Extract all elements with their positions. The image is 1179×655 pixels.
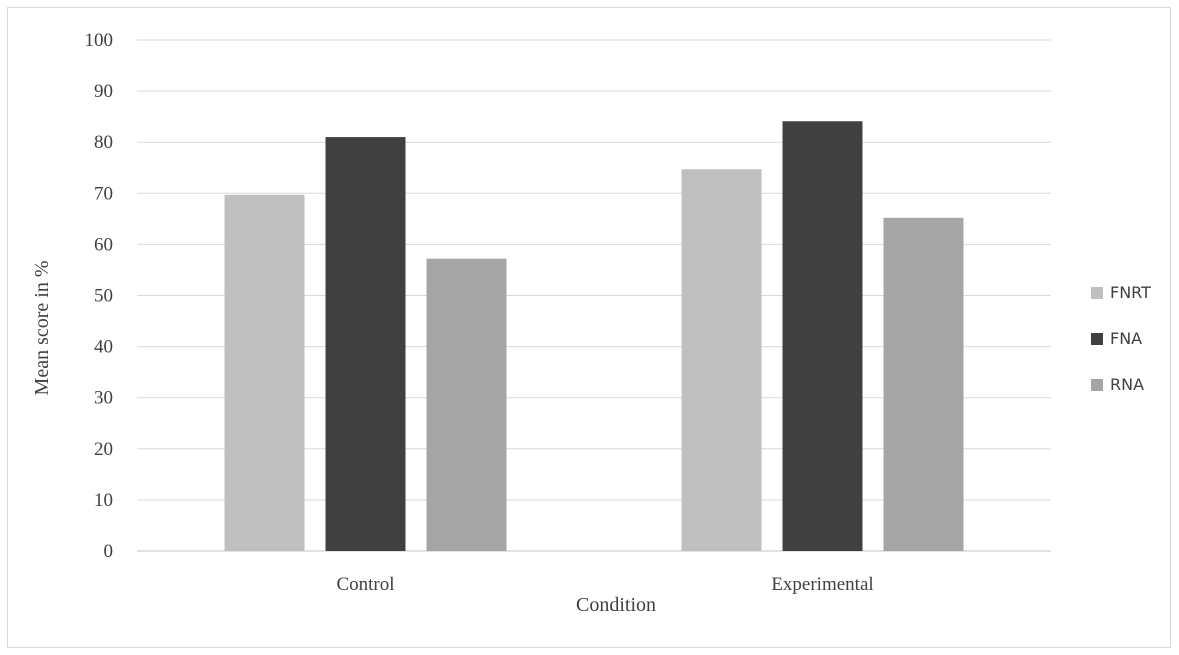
legend-swatch-fna (1091, 333, 1103, 345)
x-tick-label: Control (336, 574, 394, 595)
bar-fnrt-control (224, 194, 305, 551)
y-tick-label: 10 (94, 490, 113, 511)
legend-label-fna: FNA (1110, 329, 1142, 348)
legend-swatch-fnrt (1091, 287, 1103, 299)
bar-fnrt-experimental (681, 169, 762, 551)
y-tick-label: 90 (94, 81, 113, 102)
bar-chart: 0 10 20 30 40 50 60 70 80 90 100 Control Experiment… (31, 30, 1151, 616)
y-tick-label: 60 (94, 234, 113, 255)
x-tick-label: Experimental (771, 574, 873, 595)
legend-label-rna: RNA (1110, 375, 1144, 394)
legend-label-fnrt: FNRT (1110, 283, 1151, 302)
y-tick-label: 0 (104, 541, 114, 562)
y-axis-tick-labels: 0 10 20 30 40 50 60 70 80 90 100 (85, 30, 114, 562)
y-axis-title: Mean score in % (31, 261, 53, 396)
bar-fna-experimental (782, 121, 863, 552)
x-axis-tick-labels: Control Experimental (336, 574, 873, 595)
y-tick-label: 30 (94, 388, 113, 409)
y-tick-label: 50 (94, 286, 113, 307)
y-tick-label: 80 (94, 132, 113, 153)
legend: FNRT FNA RNA (1091, 283, 1151, 394)
y-tick-label: 20 (94, 439, 113, 460)
bar-rna-control (426, 258, 507, 551)
legend-swatch-rna (1091, 379, 1103, 391)
bars (224, 121, 964, 552)
x-axis-title: Condition (576, 594, 656, 616)
chart-frame: 0 10 20 30 40 50 60 70 80 90 100 Control Experiment… (7, 7, 1171, 648)
y-tick-label: 40 (94, 337, 113, 358)
y-tick-label: 70 (94, 183, 113, 204)
y-tick-label: 100 (85, 30, 114, 51)
bar-fna-control (325, 137, 406, 551)
bar-rna-experimental (883, 217, 964, 551)
